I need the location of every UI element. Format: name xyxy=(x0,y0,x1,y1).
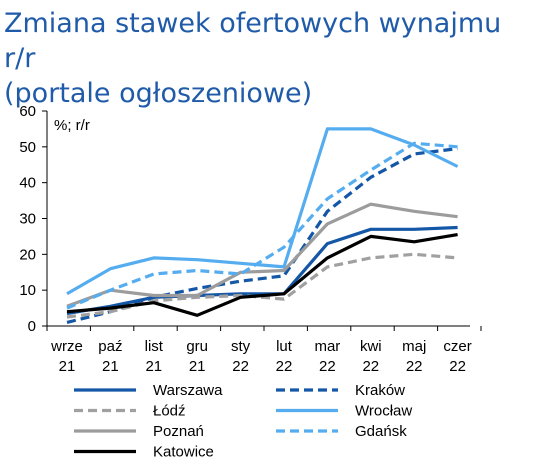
x-tick-label-month: sty xyxy=(231,338,251,355)
x-tick-label-year: 22 xyxy=(406,358,423,375)
y-tick-label: 20 xyxy=(19,246,36,263)
y-tick-label: 60 xyxy=(19,103,36,120)
y-tick-label: 50 xyxy=(19,139,36,156)
x-tick-label-year: 21 xyxy=(102,358,119,375)
legend-label-krakow: Kraków xyxy=(355,382,405,399)
y-tick-label: 30 xyxy=(19,211,36,228)
y-tick-label: 0 xyxy=(28,318,36,335)
series-line-katowice xyxy=(66,233,458,317)
x-tick-label-year: 21 xyxy=(189,358,206,375)
unit-label: %; r/r xyxy=(54,117,90,134)
legend-label-warszawa: Warszawa xyxy=(153,382,223,399)
x-tick-label-year: 22 xyxy=(319,358,336,375)
chart-legend: Warszawa Kraków Łódź Wrocław Poznań Gdańsk Kat… xyxy=(74,382,412,461)
x-tick-label-year: 22 xyxy=(449,358,466,375)
series-line-gdansk xyxy=(66,141,458,310)
x-tick-label-month: lut xyxy=(276,338,293,355)
chart-title: Zmiana stawek ofertowych wynajmu r/r (po… xyxy=(4,6,529,111)
x-tick-label-month: mar xyxy=(314,338,340,355)
x-tick-label-month: paź xyxy=(98,338,122,355)
x-tick-label-year: 22 xyxy=(276,358,293,375)
legend-label-lodz: Łódź xyxy=(153,403,186,420)
x-tick-label-month: gru xyxy=(186,338,208,355)
legend-label-katowice: Katowice xyxy=(153,444,214,461)
series-line-lodz xyxy=(66,252,458,319)
series-line-wroclaw xyxy=(66,127,459,296)
legend-label-poznan: Poznań xyxy=(153,423,204,440)
chart-axes: 0 10 20 30 40 50 60 wrze 21 paź 21 list 21 gru 21 sty 22… xyxy=(19,103,482,375)
x-tick-label-month: czer xyxy=(443,338,471,355)
x-tick-label-month: list xyxy=(145,338,164,355)
x-tick-label-year: 21 xyxy=(59,358,76,375)
series-line-warszawa xyxy=(66,225,458,316)
chart-series xyxy=(66,127,459,324)
y-tick-label: 40 xyxy=(19,175,36,192)
x-tick-label-month: kwi xyxy=(360,338,382,355)
chart-title-line-2: (portale ogłoszeniowe) xyxy=(4,78,313,109)
legend-label-gdansk: Gdańsk xyxy=(355,423,407,440)
x-tick-label-year: 22 xyxy=(232,358,249,375)
x-tick-label-month: wrze xyxy=(50,338,83,355)
x-tick-label-year: 21 xyxy=(145,358,162,375)
chart-title-line-1: Zmiana stawek ofertowych wynajmu r/r xyxy=(4,8,502,74)
series-line-poznan xyxy=(66,202,458,308)
legend-label-wroclaw: Wrocław xyxy=(355,403,412,420)
x-tick-label-year: 22 xyxy=(362,358,379,375)
x-tick-label-month: maj xyxy=(402,338,426,355)
y-tick-label: 10 xyxy=(19,282,36,299)
series-line-krakow xyxy=(66,147,458,324)
